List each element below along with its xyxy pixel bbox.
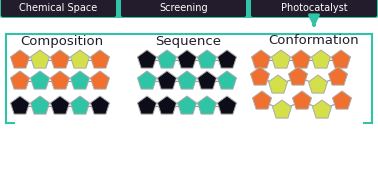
Polygon shape xyxy=(158,71,177,89)
Polygon shape xyxy=(271,50,291,68)
FancyBboxPatch shape xyxy=(0,0,378,18)
Polygon shape xyxy=(90,96,110,114)
Polygon shape xyxy=(313,100,332,118)
Text: Chemical Space: Chemical Space xyxy=(19,3,98,13)
Polygon shape xyxy=(332,50,350,68)
Polygon shape xyxy=(251,50,271,68)
Polygon shape xyxy=(90,71,110,89)
Polygon shape xyxy=(197,96,217,114)
Polygon shape xyxy=(308,75,327,93)
Text: Conformation: Conformation xyxy=(269,35,359,48)
Polygon shape xyxy=(158,50,177,68)
Polygon shape xyxy=(11,96,29,114)
Polygon shape xyxy=(70,71,90,89)
Polygon shape xyxy=(51,96,70,114)
Polygon shape xyxy=(51,71,70,89)
Polygon shape xyxy=(90,50,110,68)
Polygon shape xyxy=(138,50,156,68)
Polygon shape xyxy=(253,91,271,109)
FancyBboxPatch shape xyxy=(121,0,246,17)
Text: Composition: Composition xyxy=(20,35,104,48)
Polygon shape xyxy=(31,96,50,114)
Polygon shape xyxy=(178,50,197,68)
Polygon shape xyxy=(288,67,308,85)
Polygon shape xyxy=(31,50,50,68)
Polygon shape xyxy=(51,50,70,68)
FancyBboxPatch shape xyxy=(251,0,377,17)
Polygon shape xyxy=(291,50,310,68)
Polygon shape xyxy=(251,67,270,85)
Polygon shape xyxy=(138,96,156,114)
Polygon shape xyxy=(158,96,177,114)
Polygon shape xyxy=(178,96,197,114)
Polygon shape xyxy=(328,67,347,85)
Polygon shape xyxy=(31,71,50,89)
Polygon shape xyxy=(311,50,330,68)
Polygon shape xyxy=(217,71,237,89)
Polygon shape xyxy=(138,71,156,89)
Text: Sequence: Sequence xyxy=(155,35,221,48)
Polygon shape xyxy=(70,50,90,68)
Polygon shape xyxy=(11,71,29,89)
Polygon shape xyxy=(268,75,288,93)
Polygon shape xyxy=(333,91,352,109)
Polygon shape xyxy=(197,50,217,68)
Text: Screening: Screening xyxy=(159,3,208,13)
Polygon shape xyxy=(293,91,311,109)
Polygon shape xyxy=(178,71,197,89)
Polygon shape xyxy=(273,100,291,118)
FancyBboxPatch shape xyxy=(1,0,116,17)
Polygon shape xyxy=(217,96,237,114)
Text: Photocatalyst: Photocatalyst xyxy=(281,3,347,13)
Polygon shape xyxy=(197,71,217,89)
Polygon shape xyxy=(70,96,90,114)
Polygon shape xyxy=(217,50,237,68)
Polygon shape xyxy=(11,50,29,68)
